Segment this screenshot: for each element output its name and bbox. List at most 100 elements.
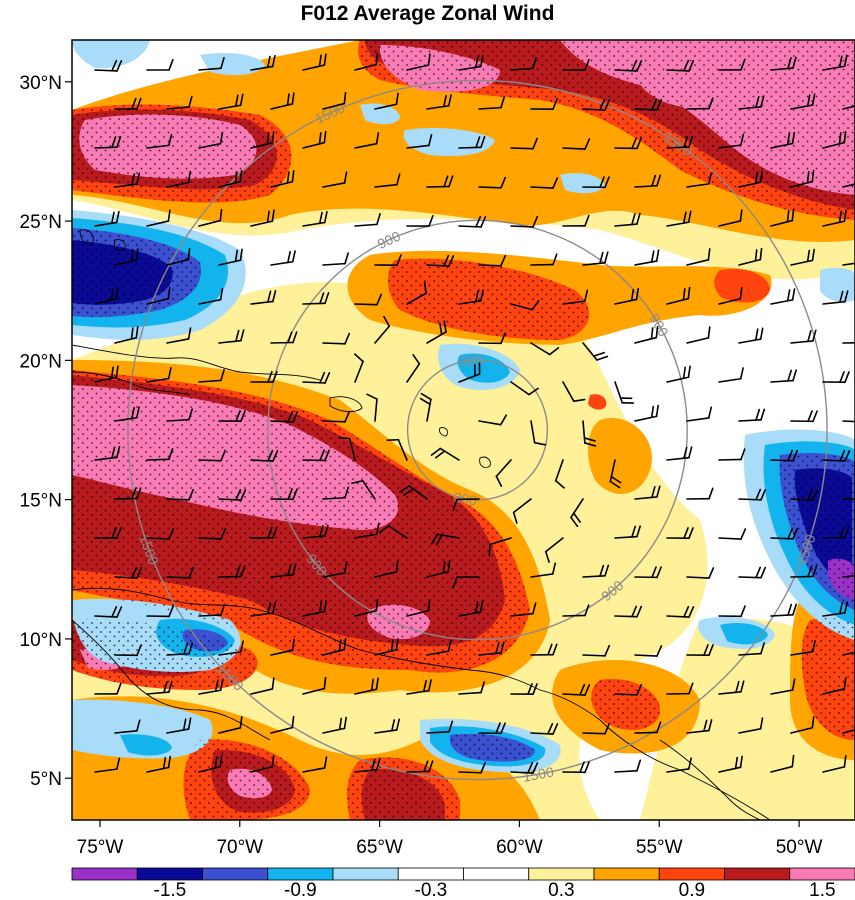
wind-barb: [666, 286, 691, 305]
wind-barb: [822, 449, 851, 462]
wind-barb: [634, 721, 662, 734]
wind-barb: [738, 247, 763, 266]
wind-barb: [562, 289, 589, 305]
wind-barb: [686, 644, 714, 656]
wind-barb: [634, 404, 659, 422]
wind-barb: [510, 602, 537, 617]
wind-barb: [790, 93, 816, 110]
wind-barb: [351, 479, 376, 500]
wind-barb: [146, 209, 171, 227]
wind-barb: [198, 678, 224, 695]
wind-barb: [114, 406, 140, 422]
wind-barb: [198, 288, 224, 305]
wind-barb: [270, 331, 298, 344]
wind-barb: [530, 98, 558, 111]
wind-barb: [458, 600, 484, 617]
wind-barb: [366, 393, 378, 422]
colorbar-label: -1.5: [154, 880, 187, 900]
wind-barb: [114, 172, 141, 188]
wind-barb: [270, 250, 296, 266]
wind-barb: [406, 679, 432, 695]
latitude-axis: 30°N 25°N 20°N 15°N 10°N 5°N: [20, 73, 72, 790]
wind-barb: [338, 436, 356, 461]
wind-barb: [718, 448, 746, 461]
colorbar-segment: [202, 867, 269, 881]
longitude-axis: 75°W 70°W 65°W 60°W 55°W 50°W: [77, 820, 822, 858]
wind-barb: [374, 315, 391, 344]
wind-barb: [166, 642, 194, 656]
wind-barb: [94, 59, 123, 72]
wind-barb: [218, 410, 246, 423]
wind-barb: [614, 287, 640, 305]
wind-barb: [218, 716, 243, 734]
wind-barb: [842, 420, 855, 423]
wind-barb: [562, 58, 590, 71]
wind-barb: [790, 248, 815, 266]
wind-barb: [322, 637, 347, 656]
wind-barb: [406, 599, 431, 617]
wind-barb: [270, 488, 298, 501]
wind-barb: [562, 138, 591, 150]
wind-barb: [270, 92, 295, 110]
wind-barb: [426, 94, 452, 110]
wind-barb: [770, 288, 796, 305]
wind-barb: [614, 137, 642, 150]
wind-barb: [270, 638, 295, 656]
wind-barb: [430, 533, 460, 546]
wind-barb: [354, 598, 379, 617]
wind-barb: [458, 54, 484, 71]
wind-barb: [634, 174, 662, 188]
range-ring-label: 300: [459, 351, 484, 369]
wind-barb: [738, 170, 763, 188]
wind-barb: [634, 249, 660, 266]
wind-barb: [686, 97, 714, 110]
wind-barb: [530, 562, 557, 578]
wind-barb: [302, 130, 327, 149]
wind-barb: [666, 682, 694, 695]
wind-barb: [822, 371, 850, 384]
wind-barb: [198, 369, 225, 383]
wind-barb: [842, 262, 855, 266]
wind-barb: [198, 754, 223, 773]
wind-barb: [822, 755, 847, 773]
wind-barb: [354, 132, 380, 149]
wind-barb: [302, 292, 330, 305]
wind-barb: [322, 410, 351, 423]
wind-barb: [510, 761, 539, 774]
wind-barb: [94, 526, 122, 539]
wind-barb: [478, 332, 506, 345]
wind-barb: [374, 173, 401, 188]
wind-barb: [718, 755, 743, 773]
wind-barb: [609, 459, 622, 489]
wind-barb: [822, 601, 848, 617]
wind-barb: [582, 420, 597, 447]
wind-barb: [582, 98, 611, 111]
wind-barb: [114, 644, 142, 657]
wind-barb: [250, 54, 276, 71]
wind-barb: [530, 253, 558, 266]
wind-barb: [166, 408, 194, 422]
wind-barb: [478, 722, 506, 735]
wind-barb: [842, 729, 855, 734]
wind-barb: [738, 408, 766, 422]
wind-barb: [842, 574, 855, 578]
wind-barb: [478, 414, 508, 426]
wind-barb: [250, 755, 275, 773]
wind-barb: [582, 251, 609, 266]
wind-barb: [458, 761, 487, 774]
colorbar-segment: [332, 867, 399, 881]
wind-barb: [146, 755, 172, 773]
colorbar-segment: [397, 867, 464, 881]
colorbar-segment: [724, 867, 791, 881]
wind-barb: [530, 722, 559, 735]
colorbar-label: 0.9: [679, 880, 705, 900]
wind-barb: [270, 170, 295, 188]
wind-barb: [426, 559, 451, 578]
wind-barb: [386, 438, 408, 461]
wind-barb: [146, 605, 174, 618]
wind-barb: [94, 605, 123, 618]
wind-barb: [270, 410, 299, 423]
wind-barb: [582, 644, 611, 657]
